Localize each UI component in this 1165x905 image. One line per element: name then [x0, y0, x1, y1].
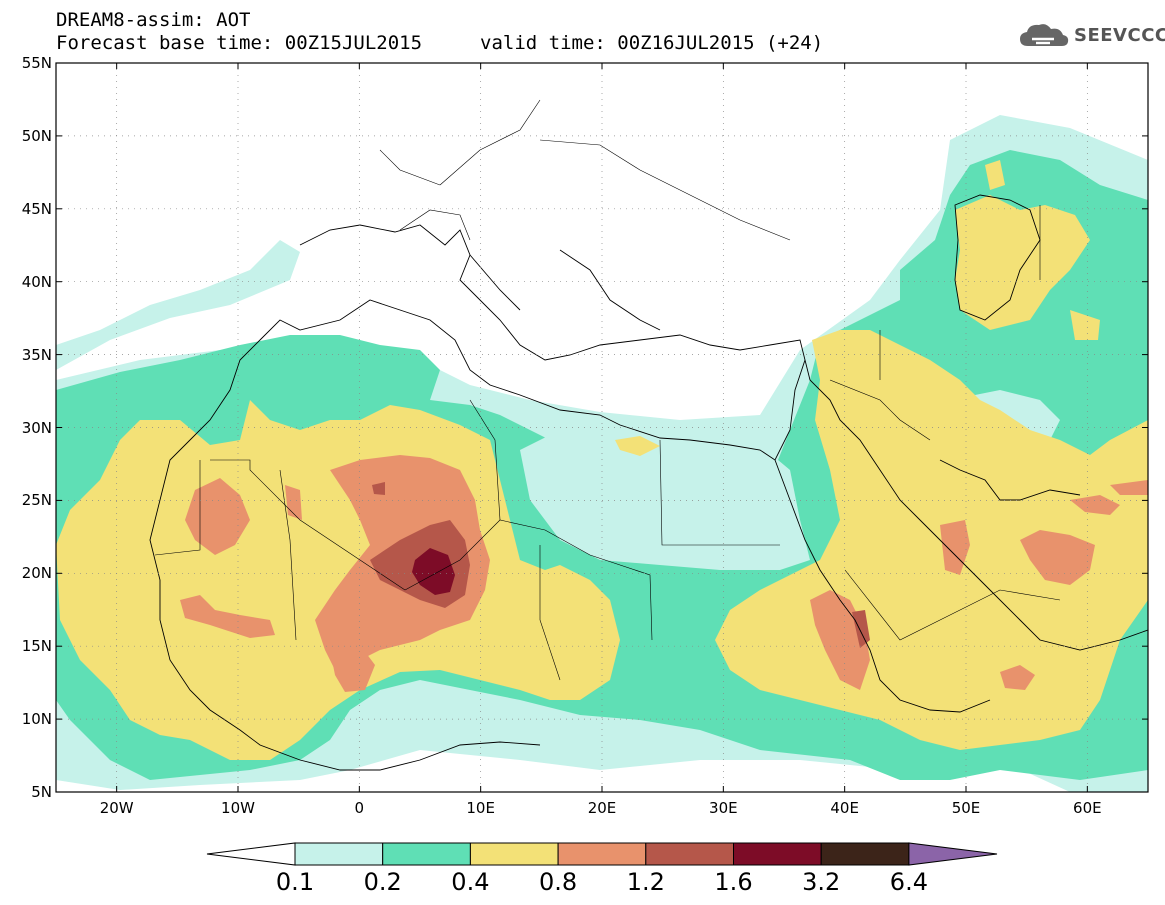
lat-label: 40N [21, 272, 52, 291]
lat-label: 55N [21, 54, 52, 72]
lon-label: 20E [587, 799, 617, 817]
colorbar-high-arrow [908, 842, 998, 866]
colorbar-label: 0.4 [451, 868, 490, 896]
lat-label: 25N [21, 491, 52, 510]
base-time-label: Forecast base time: 00Z15JUL2015 [56, 32, 423, 54]
lon-label: 20W [99, 799, 134, 817]
lon-label: 30E [709, 799, 738, 817]
colorbar-label: 6.4 [889, 868, 928, 896]
colorbar-label: 3.2 [802, 868, 841, 896]
seevccc-logo: SEEVCCC [1018, 22, 1165, 48]
lon-label: 40E [830, 799, 859, 817]
lon-label: 10E [466, 799, 495, 817]
lon-label: 0 [354, 799, 365, 817]
cloud-icon [1020, 24, 1069, 46]
colorbar-label: 1.6 [714, 868, 753, 896]
colorbar [206, 842, 998, 866]
aot-level-1.6 [412, 548, 455, 595]
lat-label: 20N [21, 564, 52, 583]
colorbar-swatch [645, 842, 734, 866]
valid-time-label: valid time: 00Z16JUL2015 (+24) [480, 32, 824, 54]
lat-label: 50N [21, 126, 52, 145]
lat-label: 30N [21, 418, 52, 437]
map-title: DREAM8-assim: AOT [56, 9, 251, 31]
colorbar-swatch [294, 842, 384, 866]
lon-label: 60E [1073, 799, 1102, 817]
country-borders [154, 99, 1061, 681]
lat-label: 15N [21, 637, 52, 656]
colorbar-labels: 0.1 0.2 0.4 0.8 1.2 1.6 3.2 6.4 [0, 868, 1165, 898]
colorbar-swatch [469, 842, 559, 866]
lat-label: 45N [21, 199, 52, 218]
colorbar-low-arrow [206, 842, 296, 866]
logo-text: SEEVCCC [1074, 24, 1165, 46]
colorbar-label: 0.1 [275, 868, 315, 896]
coastlines [149, 194, 1148, 771]
colorbar-swatch [733, 842, 822, 866]
lat-label: 10N [21, 710, 52, 729]
colorbar-swatch [820, 842, 910, 866]
lon-label: 10W [221, 799, 255, 817]
axis-ticks [56, 62, 1148, 793]
colorbar-label: 0.8 [539, 868, 578, 896]
colorbar-swatch [557, 842, 647, 866]
lon-label: 50E [951, 799, 981, 817]
lat-label: 5N [31, 783, 52, 801]
lat-label: 35N [21, 345, 52, 364]
colorbar-swatch [382, 842, 471, 866]
lat-lon-grid [56, 63, 1148, 792]
colorbar-label: 0.2 [363, 868, 402, 896]
colorbar-label: 1.2 [626, 868, 665, 896]
